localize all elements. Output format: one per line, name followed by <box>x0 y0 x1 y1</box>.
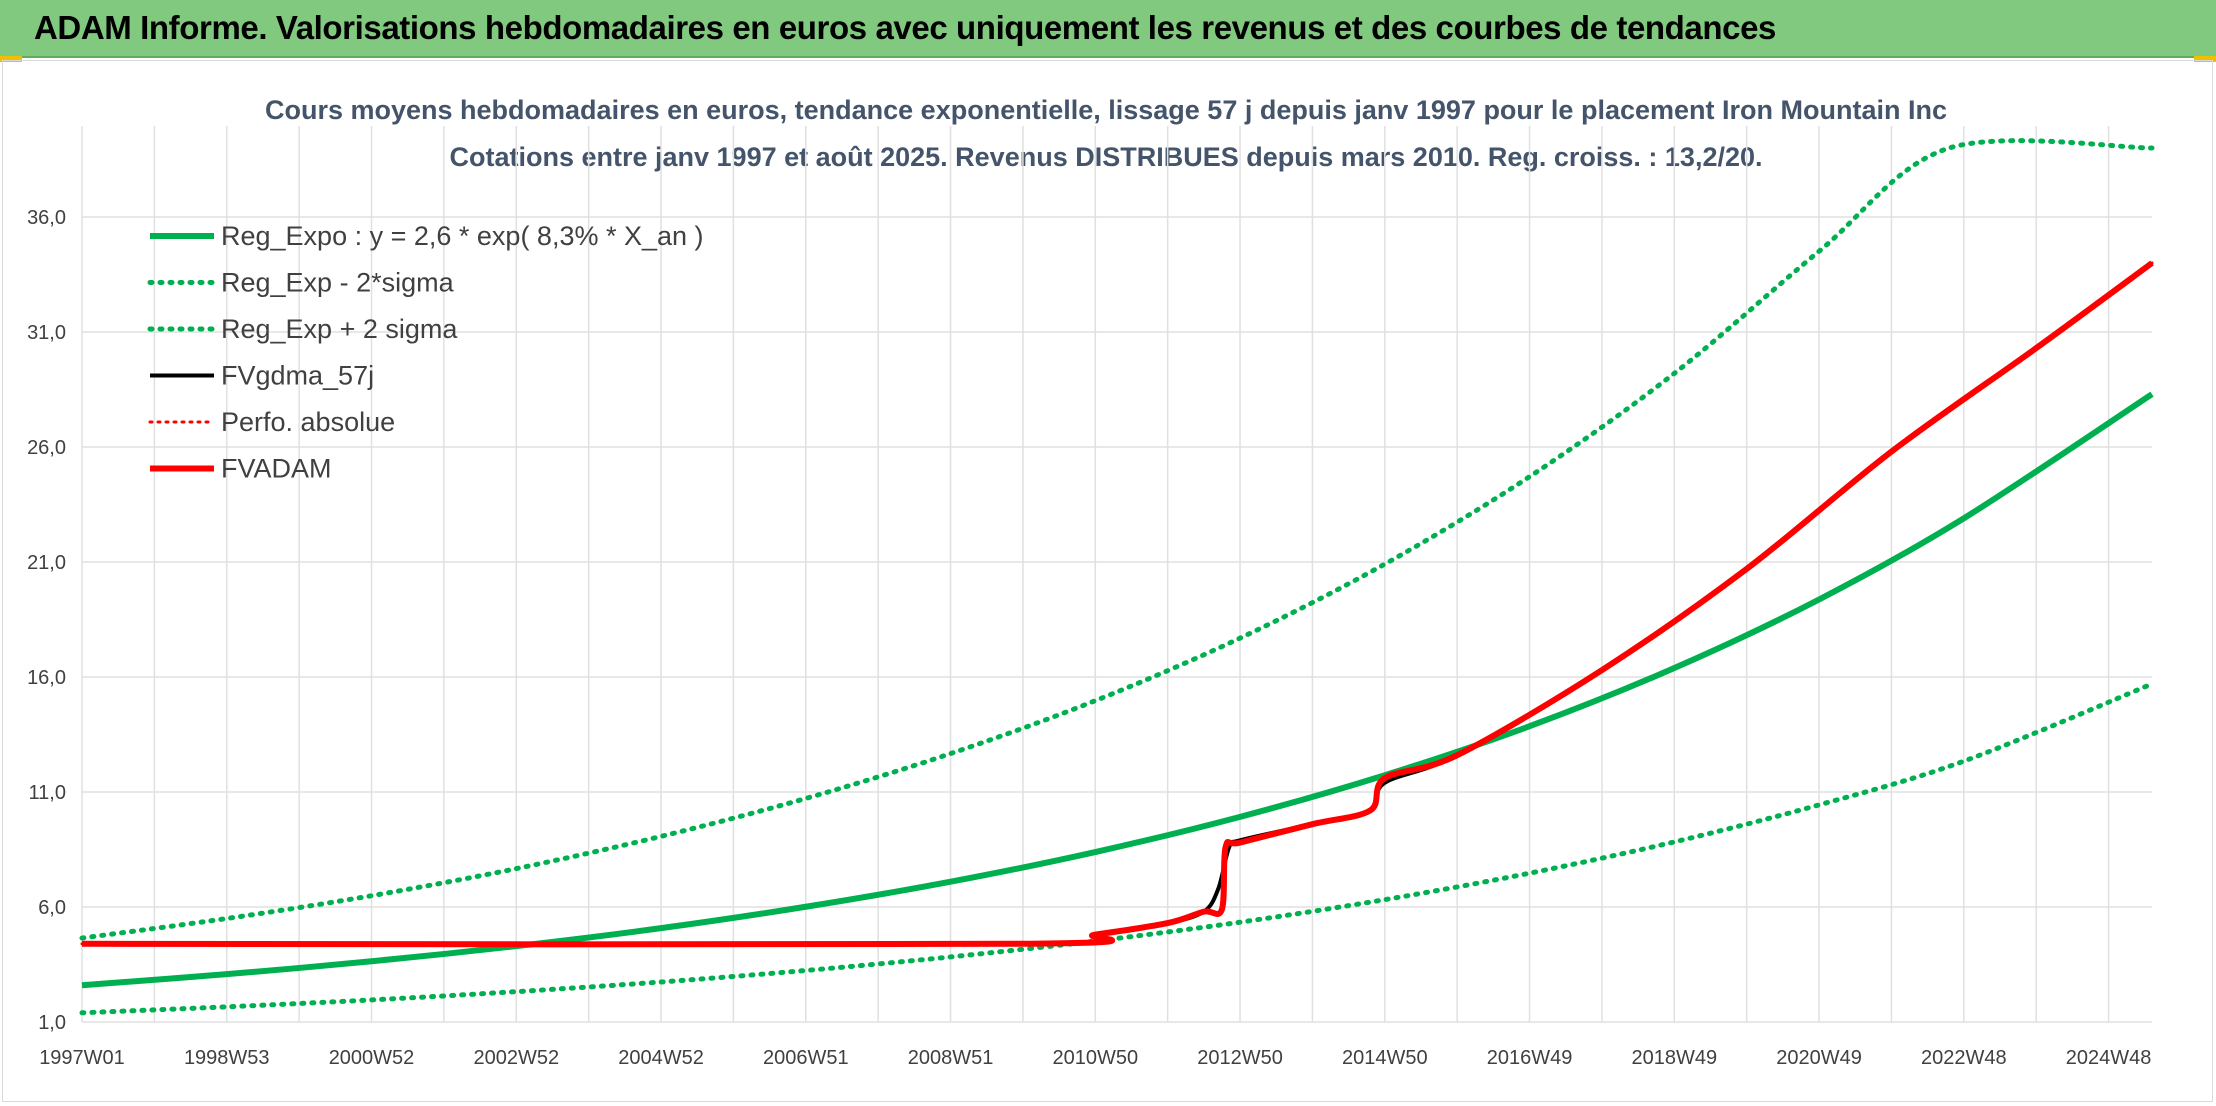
y-tick-label: 16,0 <box>27 667 66 689</box>
y-tick-label: 31,0 <box>27 322 66 344</box>
x-tick-label: 2002W52 <box>473 1047 559 1069</box>
y-tick-label: 26,0 <box>27 437 66 459</box>
chart-title-line-1: Cours moyens hebdomadaires en euros, ten… <box>265 95 1947 125</box>
x-tick-label: 2004W52 <box>618 1047 704 1069</box>
chart-frame <box>2 60 2213 1102</box>
x-tick-label: 2020W49 <box>1776 1047 1862 1069</box>
series-line-3 <box>81 261 2154 947</box>
grid <box>81 126 2152 1023</box>
report-title: ADAM Informe. Valorisations hebdomadaire… <box>34 9 1776 46</box>
legend-label: Reg_Expo : y = 2,6 * exp( 8,3% * X_an ) <box>221 221 704 251</box>
series-line-4 <box>80 261 2154 946</box>
x-tick-label: 1997W01 <box>39 1047 125 1069</box>
legend-label: Reg_Exp - 2*sigma <box>221 268 455 298</box>
legend-label: Reg_Exp + 2 sigma <box>221 314 458 344</box>
x-tick-label: 2018W49 <box>1631 1047 1717 1069</box>
x-tick-label: 2016W49 <box>1487 1047 1573 1069</box>
axes: 1,0 6,0 11,0 16,0 21,0 26,0 31,0 36,0 1997W01 199… <box>27 207 2151 1069</box>
x-tick-label: 2008W51 <box>908 1047 994 1069</box>
x-tick-label: 2012W50 <box>1197 1047 1283 1069</box>
y-tick-label: 1,0 <box>38 1012 66 1034</box>
y-tick-label: 21,0 <box>27 552 66 574</box>
series-line-0 <box>81 391 2154 989</box>
x-tick-label: 2022W48 <box>1921 1047 2007 1069</box>
x-tick-label: 2000W52 <box>329 1047 415 1069</box>
series-line-5 <box>81 260 2154 948</box>
series-line-1 <box>79 681 2155 1016</box>
y-tick-label: 6,0 <box>38 897 66 919</box>
x-tick-label: 2014W50 <box>1342 1047 1428 1069</box>
report-banner: ADAM Informe. Valorisations hebdomadaire… <box>0 0 2216 58</box>
corner-marker-right <box>2194 56 2216 62</box>
chart-title-line-2: Cotations entre janv 1997 et août 2025. … <box>449 142 1762 172</box>
y-tick-label: 36,0 <box>27 207 66 229</box>
x-tick-label: 2010W50 <box>1052 1047 1138 1069</box>
x-tick-label: 2024W48 <box>2066 1047 2152 1069</box>
series-lines <box>79 138 2155 1016</box>
x-tick-label: 1998W53 <box>184 1047 270 1069</box>
series-line-2 <box>79 138 2155 941</box>
x-tick-label: 2006W51 <box>763 1047 849 1069</box>
legend-label: FVADAM <box>221 454 332 484</box>
corner-marker-left <box>0 56 22 62</box>
legend: Reg_Expo : y = 2,6 * exp( 8,3% * X_an ) R… <box>147 221 704 484</box>
y-tick-label: 11,0 <box>29 782 66 804</box>
legend-label: FVgdma_57j <box>221 361 374 391</box>
legend-label: Perfo. absolue <box>221 407 395 437</box>
